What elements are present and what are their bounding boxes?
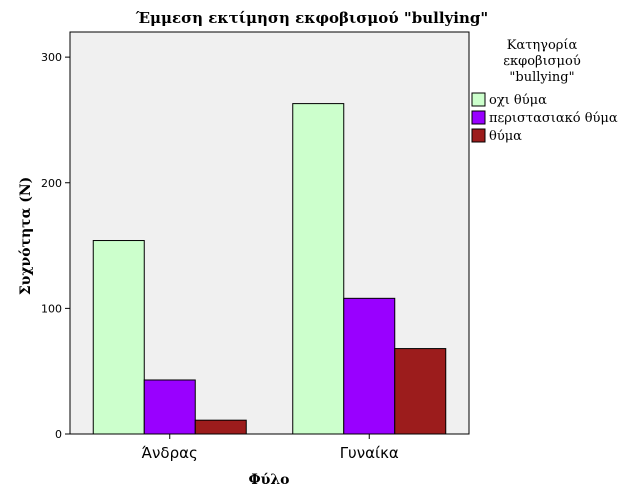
legend-label: θύμα	[489, 129, 522, 144]
bars-group	[92, 103, 447, 435]
x-tick-label: Άνδρας	[142, 444, 198, 462]
bar-1-1	[92, 240, 145, 435]
bar-1-2	[292, 103, 345, 435]
bar-3-2	[394, 348, 447, 435]
legend-label: οχι θύμα	[489, 93, 547, 108]
y-tick-label: 100	[41, 302, 62, 315]
y-tick-label: 0	[55, 428, 62, 441]
legend-title-line: εκφοβισμού	[503, 54, 581, 69]
legend-swatch	[471, 128, 486, 143]
chart-title: Έμμεση εκτίμηση εκφοβισμού "bullying"	[135, 9, 488, 27]
bar-3-1	[194, 419, 247, 435]
legend-label: περιστασιακό θύμα	[489, 111, 618, 126]
legend-title-line: Κατηγορία	[507, 38, 578, 53]
x-axis: Άνδρας Γυναίκα	[142, 434, 399, 462]
legend-swatch	[471, 110, 486, 125]
y-axis: 0 100 200 300	[41, 51, 70, 441]
y-tick-label: 300	[41, 51, 62, 64]
y-axis-label: Συχνότητα (N)	[18, 177, 34, 296]
legend-swatch	[471, 92, 486, 107]
bar-2-1	[143, 379, 196, 435]
x-axis-label: Φύλο	[248, 472, 289, 488]
x-tick-label: Γυναίκα	[340, 444, 399, 462]
bar-2-2	[343, 297, 396, 435]
legend-title-line: "bullying"	[509, 70, 574, 85]
y-tick-label: 200	[41, 177, 62, 190]
